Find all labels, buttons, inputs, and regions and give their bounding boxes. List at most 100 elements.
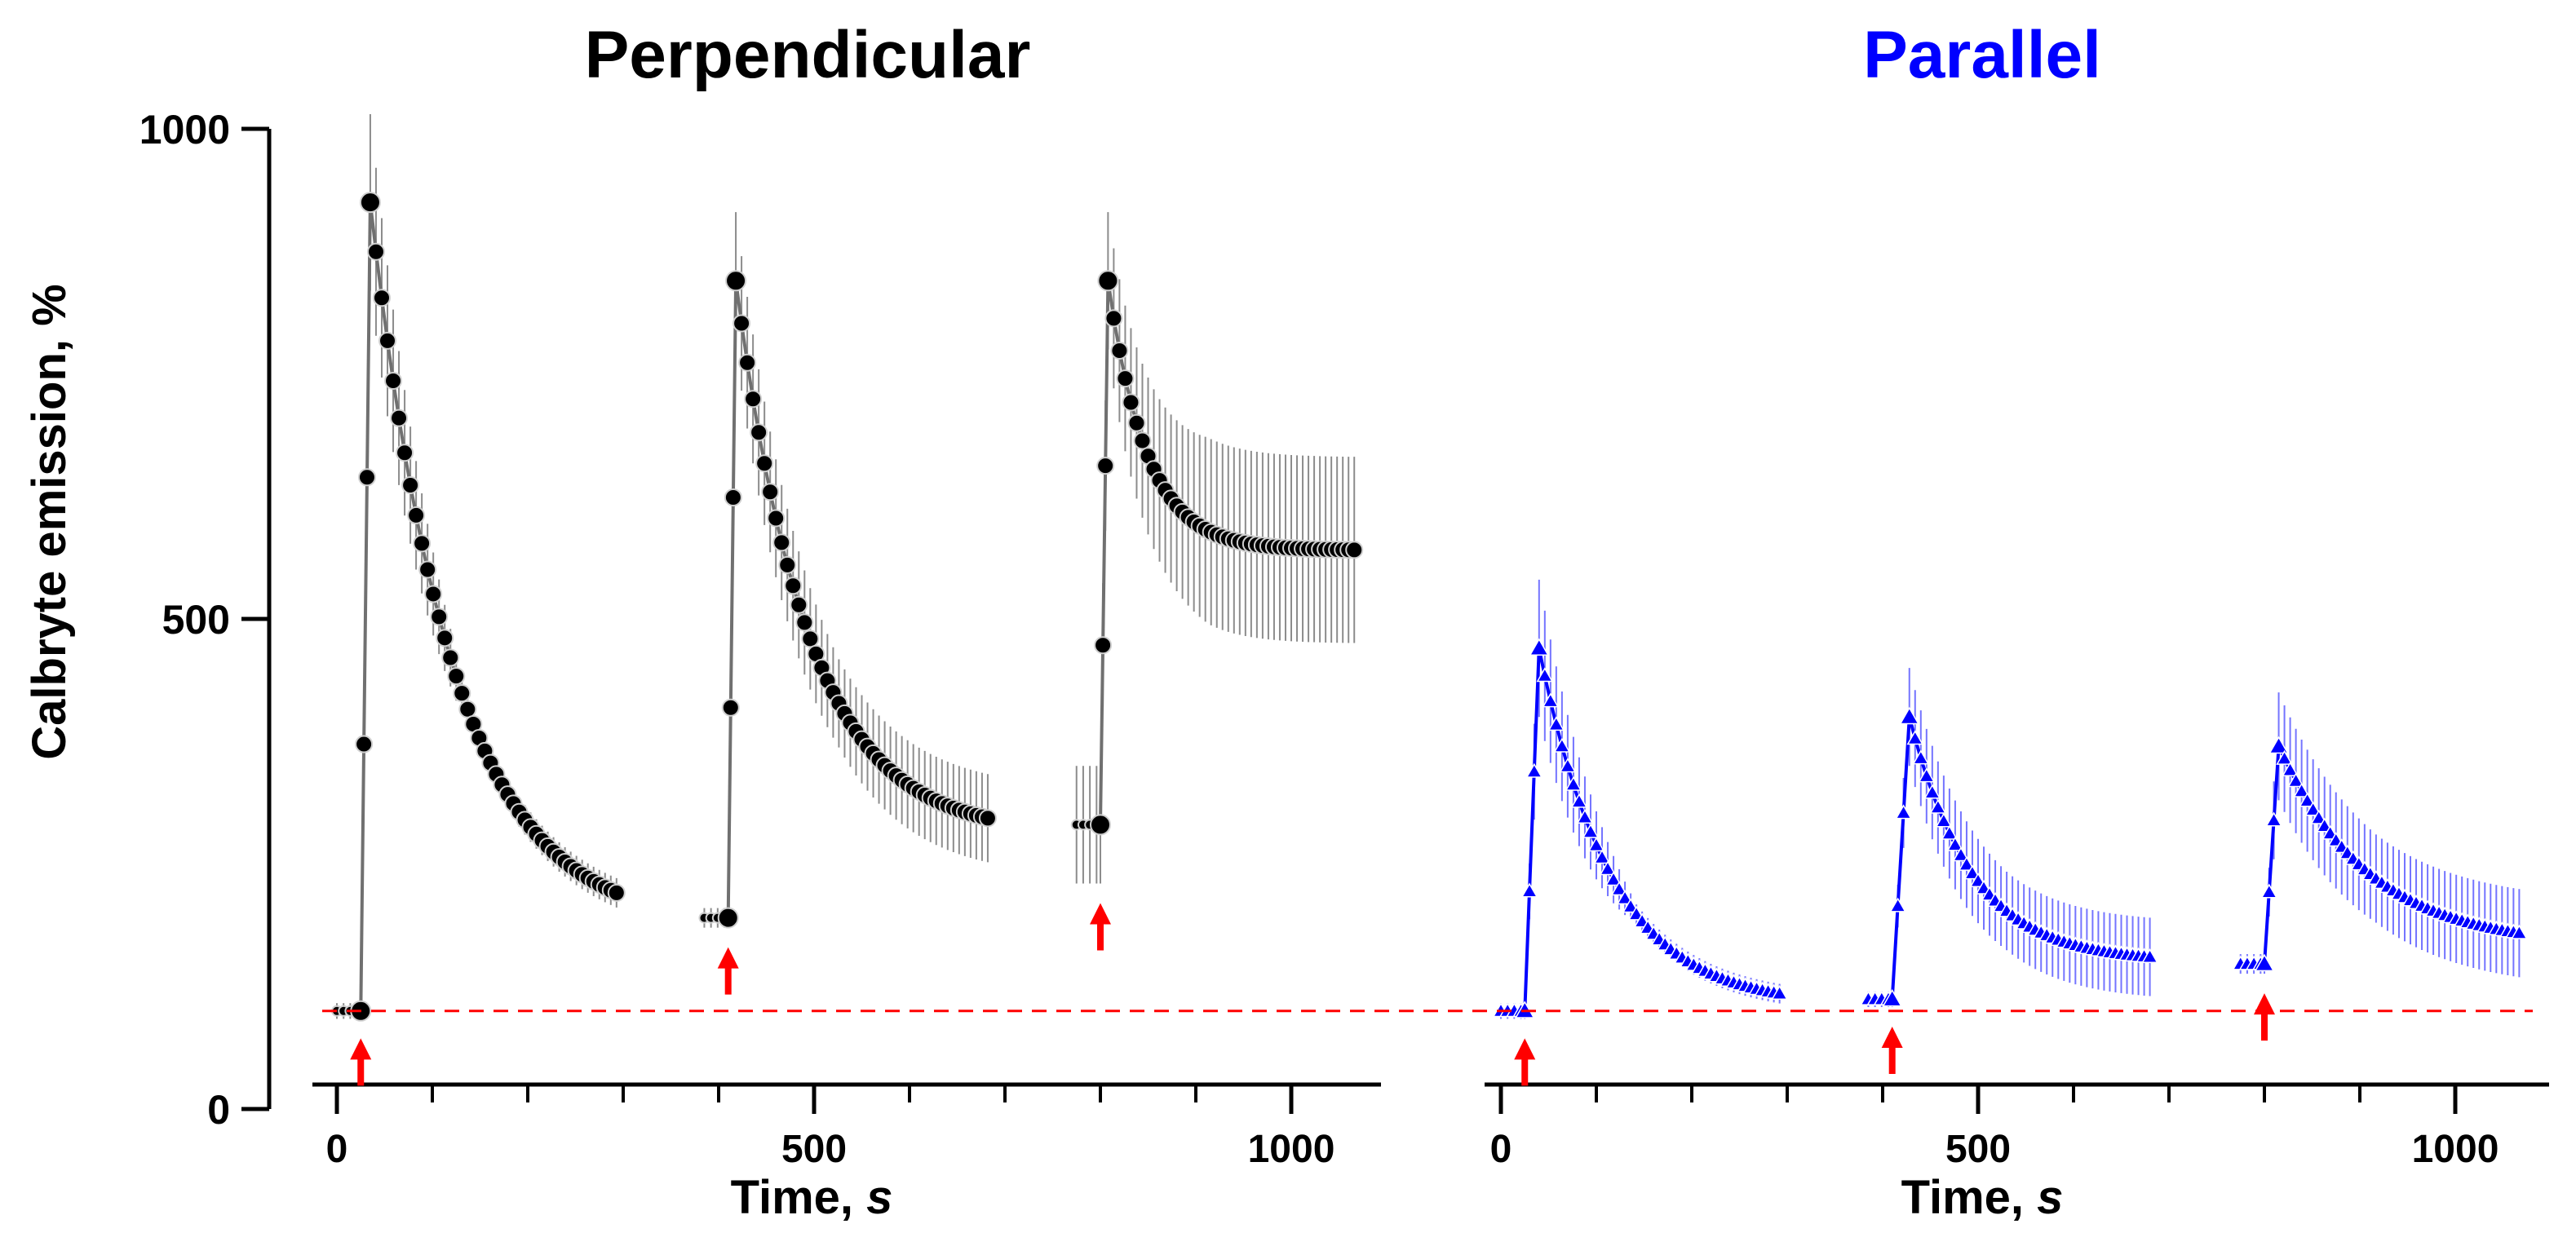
data-point-circle — [755, 454, 774, 473]
chart-title-parallel: Parallel — [1863, 18, 2101, 92]
stimulus-arrow — [350, 1038, 372, 1086]
data-point-circle — [366, 242, 385, 261]
data-point-circle — [1133, 431, 1152, 450]
data-point-circle — [738, 353, 757, 372]
data-point-triangle — [2260, 883, 2278, 899]
data-point-triangle — [1952, 846, 1970, 862]
data-point-triangle — [1604, 871, 1622, 886]
data-point-circle — [357, 468, 376, 487]
x-axis-label-parallel: Time, s — [1901, 1171, 2064, 1224]
data-point-triangle — [1593, 849, 1611, 864]
data-point-triangle — [2282, 761, 2299, 776]
x-axis-unit: s — [866, 1171, 892, 1224]
arrow-head — [2254, 993, 2275, 1015]
data-point-triangle — [2316, 817, 2334, 833]
data-point-circle — [1127, 413, 1146, 432]
data-point-triangle — [1923, 784, 1941, 799]
data-point-circle — [418, 560, 437, 579]
data-point-triangle — [2287, 772, 2304, 788]
data-point-triangle — [1958, 855, 1976, 871]
data-point-triangle — [1587, 837, 1605, 852]
series-segment-3 — [1070, 212, 1364, 884]
data-point-triangle — [1906, 730, 1924, 745]
data-point-triangle — [1529, 638, 1550, 656]
data-point-circle — [1116, 369, 1135, 388]
data-point-circle — [1097, 270, 1119, 292]
data-point-triangle — [1599, 860, 1617, 876]
arrow-head — [350, 1038, 372, 1060]
y-tick-label-1000: 1000 — [139, 107, 230, 152]
data-point-circle — [1104, 309, 1123, 328]
data-point-triangle — [1525, 762, 1543, 778]
data-point-triangle — [2293, 782, 2310, 798]
data-point-circle — [784, 577, 803, 595]
data-point-triangle — [1918, 767, 1936, 783]
arrow-head — [1514, 1038, 1536, 1060]
x-tick-label-500: 500 — [781, 1128, 847, 1171]
data-point-triangle — [2299, 792, 2316, 807]
data-point-triangle — [1542, 692, 1560, 708]
data-point-circle — [1096, 457, 1115, 475]
panel-perpendicular: Perpendicular Time, s 0 500 1000 0 500 1000 — [139, 18, 1381, 1224]
data-point-triangle — [1935, 812, 1953, 828]
arrow-head — [1090, 903, 1111, 925]
data-point-triangle — [1520, 882, 1538, 898]
data-point-triangle — [1889, 897, 1906, 912]
x-axis-unit: s — [2037, 1171, 2063, 1224]
data-point-triangle — [1899, 706, 1920, 725]
data-point-circle — [778, 555, 797, 574]
stimulus-arrow — [717, 947, 739, 995]
data-point-circle — [458, 700, 477, 718]
series-segment-2 — [1860, 668, 2158, 1007]
stimulus-arrow — [1514, 1038, 1536, 1086]
data-point-triangle — [2254, 953, 2275, 972]
data-point-triangle — [2511, 924, 2528, 939]
data-point-triangle — [1771, 985, 1788, 1001]
data-point-circle — [733, 314, 751, 333]
x-axis-label-perpendicular: Time, s — [731, 1171, 893, 1224]
data-point-circle — [441, 648, 460, 667]
panel-parallel: Parallel Time, s 0 500 1000 — [1485, 18, 2549, 1224]
data-point-circle — [978, 809, 997, 828]
data-point-circle — [795, 613, 814, 632]
data-point-circle — [447, 667, 466, 686]
data-point-circle — [413, 534, 432, 553]
x-tick-label-500: 500 — [1945, 1128, 2011, 1171]
x-axis-label-text: Time, — [1901, 1171, 2038, 1224]
data-point-triangle — [2265, 811, 2282, 827]
stimulus-arrow — [1881, 1026, 1903, 1074]
y-tick-label-500: 500 — [162, 597, 230, 643]
data-point-triangle — [1610, 881, 1628, 896]
arrow-head — [1881, 1026, 1903, 1048]
x-tick-label-1000: 1000 — [1248, 1128, 1335, 1171]
data-point-triangle — [1963, 864, 1981, 880]
data-point-triangle — [1882, 988, 1902, 1007]
stimulus-arrow — [1090, 903, 1111, 951]
data-point-triangle — [2310, 809, 2327, 824]
data-point-circle — [750, 423, 768, 442]
data-point-triangle — [2141, 948, 2158, 963]
data-point-circle — [355, 735, 374, 753]
data-point-triangle — [1553, 737, 1571, 753]
series-segment-1 — [331, 113, 626, 1022]
data-point-triangle — [1929, 798, 1947, 814]
series-segment-1 — [1492, 579, 1788, 1019]
data-point-circle — [725, 270, 747, 292]
data-point-triangle — [1941, 824, 1959, 840]
data-point-circle — [436, 629, 454, 647]
data-point-triangle — [1576, 808, 1594, 824]
data-point-circle — [761, 483, 780, 501]
x-tick-label-0: 0 — [326, 1128, 348, 1171]
series-line — [1501, 647, 1780, 1013]
data-point-circle — [744, 390, 763, 409]
y-tick-label-0: 0 — [207, 1087, 230, 1133]
series-segment-2 — [698, 212, 997, 929]
data-point-circle — [1345, 541, 1364, 559]
data-point-circle — [378, 331, 397, 350]
data-point-triangle — [1559, 758, 1577, 773]
data-point-circle — [396, 444, 414, 462]
data-point-circle — [717, 907, 739, 929]
data-point-circle — [772, 533, 791, 552]
stimulus-arrow — [2254, 993, 2275, 1041]
